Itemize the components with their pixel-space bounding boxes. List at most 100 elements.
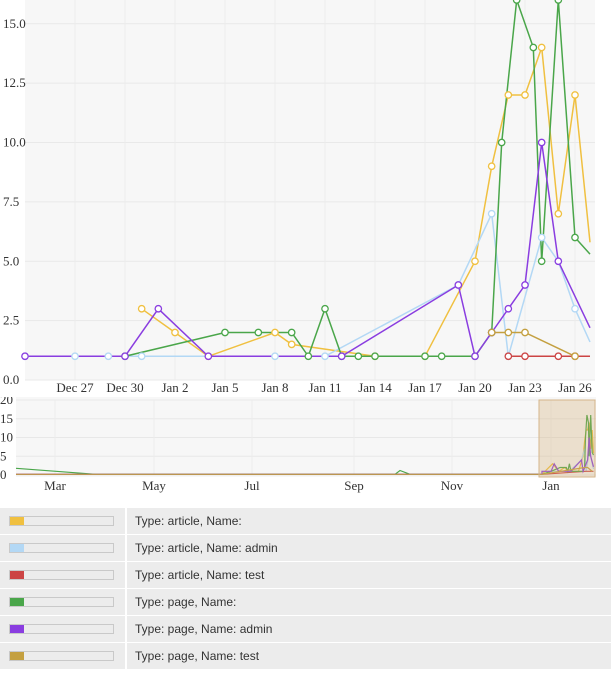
overview-chart[interactable]: 0 5 10 15 20 Mar May Jul Sep Nov Jan bbox=[0, 397, 611, 500]
series-point-3 bbox=[437, 352, 446, 361]
series-point-4 bbox=[454, 281, 463, 289]
overview-x-tick-label: Sep bbox=[344, 478, 364, 493]
main-x-tick-label: Jan 23 bbox=[508, 380, 542, 395]
main-x-tick-label: Jan 26 bbox=[558, 380, 592, 395]
overview-grid bbox=[16, 399, 596, 476]
legend-item[interactable]: Type: article, Name: bbox=[0, 508, 611, 534]
series-point-0 bbox=[571, 91, 579, 99]
legend-item[interactable]: Type: page, Name: bbox=[0, 589, 611, 615]
main-x-tick-label: Dec 30 bbox=[106, 380, 143, 395]
legend-swatch bbox=[9, 624, 114, 634]
series-point-3 bbox=[537, 257, 546, 266]
main-y-tick-label: 5.0 bbox=[3, 253, 19, 268]
overview-selection-brush[interactable] bbox=[538, 399, 596, 478]
series-line-5 bbox=[491, 331, 576, 357]
series-point-4 bbox=[471, 352, 479, 361]
legend-divider bbox=[125, 535, 127, 561]
series-point-0 bbox=[487, 162, 496, 171]
main-x-ticks: Dec 27 Dec 30 Jan 2 Jan 5 Jan 8 Jan 11 Jan 14 J… bbox=[56, 380, 592, 395]
series-point-0 bbox=[271, 328, 279, 337]
series-point-1 bbox=[537, 233, 546, 242]
series-point-0 bbox=[504, 91, 513, 99]
legend-label: Type: page, Name: test bbox=[135, 649, 260, 663]
legend-item[interactable]: Type: page, Name: admin bbox=[0, 616, 611, 642]
series-point-2 bbox=[504, 352, 513, 361]
series-point-0 bbox=[287, 340, 296, 349]
main-x-tick-label: Jan 11 bbox=[308, 380, 341, 395]
plot-background bbox=[25, 0, 595, 380]
series-point-4 bbox=[204, 352, 213, 361]
legend-text-cell: Type: article, Name: admin bbox=[127, 535, 611, 561]
legend-item[interactable]: Type: page, Name: test bbox=[0, 643, 611, 669]
legend-divider bbox=[125, 643, 127, 669]
legend-divider bbox=[125, 616, 127, 642]
legend-text-cell: Type: article, Name: bbox=[127, 508, 611, 534]
overview-y-tick-label: 15 bbox=[0, 411, 13, 426]
legend-divider bbox=[125, 508, 127, 534]
legend-swatch-cell bbox=[0, 508, 125, 534]
legend-swatch-color bbox=[10, 517, 24, 525]
legend-text-cell: Type: page, Name: bbox=[127, 589, 611, 615]
main-x-tick-label: Jan 20 bbox=[458, 380, 492, 395]
series-point-0 bbox=[554, 209, 563, 218]
main-y-tick-label: 7.5 bbox=[3, 194, 19, 209]
series-point-1 bbox=[271, 352, 279, 361]
legend-swatch-cell bbox=[0, 589, 125, 615]
legend-swatch-color bbox=[10, 544, 24, 552]
legend-swatch bbox=[9, 543, 114, 553]
series-point-0 bbox=[521, 91, 529, 99]
series-line-3 bbox=[124, 0, 591, 358]
legend-swatch bbox=[9, 651, 114, 661]
legend-item[interactable]: Type: article, Name: test bbox=[0, 562, 611, 588]
series-point-1 bbox=[71, 352, 79, 361]
legend-swatch bbox=[9, 570, 114, 580]
series-point-3 bbox=[512, 0, 521, 4]
overview-y-ticks: 0 5 10 15 20 bbox=[0, 397, 13, 482]
main-series-points bbox=[21, 0, 579, 361]
legend-label: Type: page, Name: bbox=[135, 595, 237, 609]
legend-swatch bbox=[9, 516, 114, 526]
series-point-3 bbox=[354, 352, 363, 361]
legend-item[interactable]: Type: article, Name: admin bbox=[0, 535, 611, 561]
legend-divider bbox=[125, 562, 127, 588]
main-x-tick-label: Jan 2 bbox=[161, 380, 188, 395]
series-point-3 bbox=[529, 43, 538, 52]
overview-series-lines bbox=[15, 414, 595, 475]
main-grid bbox=[25, 0, 595, 381]
overview-x-tick-label: Mar bbox=[44, 478, 66, 493]
main-x-tick-label: Dec 27 bbox=[56, 380, 94, 395]
series-point-0 bbox=[471, 257, 479, 266]
series-point-1 bbox=[571, 304, 579, 313]
main-x-tick-label: Jan 5 bbox=[211, 380, 238, 395]
series-point-0 bbox=[137, 304, 146, 313]
overview-series-line-4 bbox=[16, 437, 595, 475]
legend-divider bbox=[125, 589, 127, 615]
series-point-1 bbox=[137, 352, 146, 361]
series-point-1 bbox=[487, 209, 496, 218]
series-point-3 bbox=[421, 352, 429, 361]
series-point-2 bbox=[521, 352, 529, 361]
series-point-3 bbox=[554, 0, 563, 4]
main-y-tick-label: 12.5 bbox=[3, 75, 26, 90]
main-y-tick-label: 15.0 bbox=[3, 16, 26, 31]
overview-x-tick-label: Nov bbox=[441, 478, 464, 493]
main-line-chart[interactable]: 0.0 2.5 5.0 7.5 10.0 12.5 15.0 Dec 27 Dec 30 Jan… bbox=[0, 0, 611, 397]
legend-label: Type: article, Name: test bbox=[135, 568, 265, 582]
legend-swatch-cell bbox=[0, 562, 125, 588]
series-point-0 bbox=[537, 43, 546, 52]
series-point-1 bbox=[321, 352, 329, 361]
series-point-3 bbox=[571, 233, 579, 242]
series-point-3 bbox=[304, 352, 313, 361]
series-point-5 bbox=[571, 352, 579, 361]
series-point-3 bbox=[221, 328, 229, 337]
series-point-4 bbox=[554, 257, 563, 266]
legend-swatch-color bbox=[10, 652, 24, 660]
series-point-4 bbox=[337, 352, 346, 361]
overview-series-line-5 bbox=[16, 466, 593, 475]
main-y-tick-label: 2.5 bbox=[3, 313, 19, 328]
main-y-ticks: 0.0 2.5 5.0 7.5 10.0 12.5 15.0 bbox=[3, 16, 26, 387]
series-point-4 bbox=[154, 304, 163, 313]
legend-label: Type: article, Name: bbox=[135, 514, 242, 528]
series-point-2 bbox=[554, 352, 563, 361]
legend-swatch-cell bbox=[0, 643, 125, 669]
